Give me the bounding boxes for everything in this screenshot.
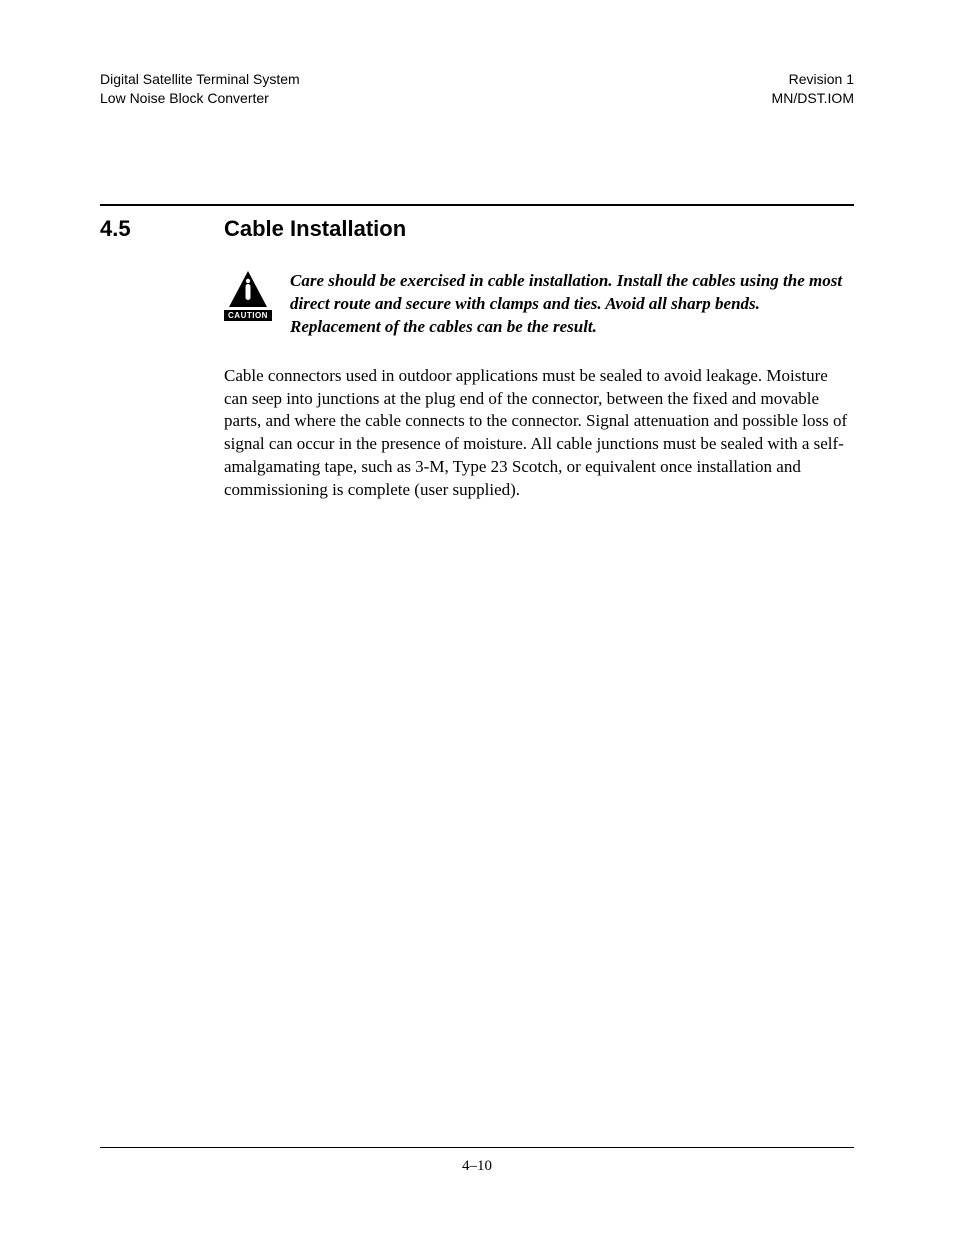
header-left-line2: Low Noise Block Converter — [100, 89, 300, 108]
header-right: Revision 1 MN/DST.IOM — [772, 70, 854, 108]
section-number: 4.5 — [100, 216, 224, 242]
header-right-line1: Revision 1 — [772, 70, 854, 89]
header-left-line1: Digital Satellite Terminal System — [100, 70, 300, 89]
page-footer: 4–10 — [100, 1147, 854, 1175]
caution-label: CAUTION — [224, 310, 272, 321]
section-title: Cable Installation — [224, 216, 406, 242]
header-left: Digital Satellite Terminal System Low No… — [100, 70, 300, 108]
document-page: Digital Satellite Terminal System Low No… — [0, 0, 954, 1235]
page-header: Digital Satellite Terminal System Low No… — [100, 70, 854, 108]
section-heading: 4.5 Cable Installation — [100, 216, 854, 242]
section-rule — [100, 204, 854, 206]
warning-triangle-icon — [228, 270, 268, 308]
page-number: 4–10 — [100, 1158, 854, 1175]
footer-rule — [100, 1147, 854, 1148]
caution-icon: CAUTION — [224, 270, 272, 321]
caution-block: CAUTION Care should be exercised in cabl… — [224, 270, 854, 339]
content-column: CAUTION Care should be exercised in cabl… — [224, 270, 854, 502]
header-right-line2: MN/DST.IOM — [772, 89, 854, 108]
caution-text: Care should be exercised in cable instal… — [290, 270, 854, 339]
body-paragraph: Cable connectors used in outdoor applica… — [224, 365, 854, 503]
